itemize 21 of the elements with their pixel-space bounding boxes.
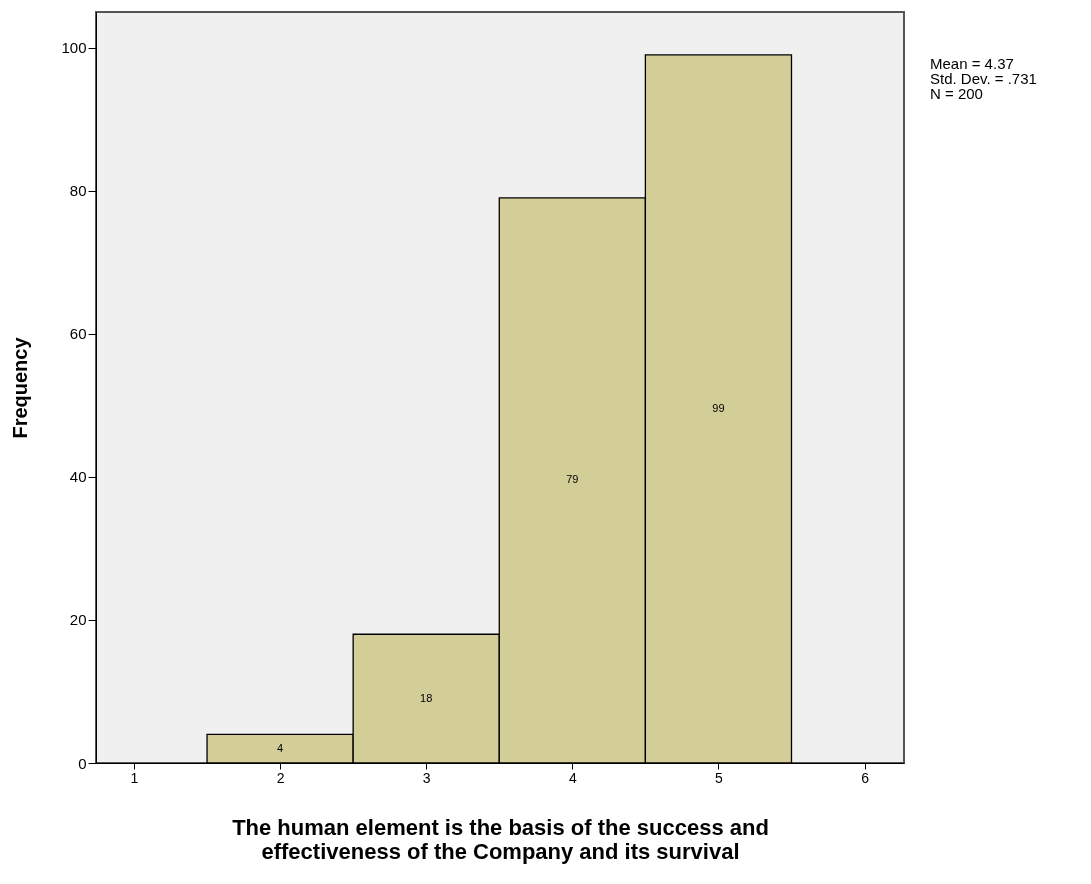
y-tick-label: 100 [61,39,87,57]
text: Mean = 4.37 [930,55,1015,72]
x-tick-label: 1 [130,769,139,786]
data-label: 4 [277,741,284,754]
x-axis-title: The human element is the basis of the success and effectiveness of the Company and its survival [232,814,769,864]
text: Std. Dev. = .731 [930,70,1037,87]
y-axis-title: Frequency [9,336,32,439]
data-label: 79 [566,473,579,486]
y-tick-label: 60 [69,325,87,343]
x-tick-label: 4 [568,769,577,786]
x-tick-label: 2 [276,769,285,786]
y-tick-label: 20 [69,611,87,629]
x-tick-label: 3 [422,769,431,786]
x-tick-label: 6 [861,769,870,786]
y-tick-label: 0 [78,754,87,772]
x-tick-label: 5 [715,769,724,786]
data-label: 99 [712,401,725,414]
text: N = 200 [930,85,984,102]
data-label: 18 [420,691,433,704]
y-tick-label: 80 [69,182,87,200]
y-tick-label: 40 [69,468,87,486]
